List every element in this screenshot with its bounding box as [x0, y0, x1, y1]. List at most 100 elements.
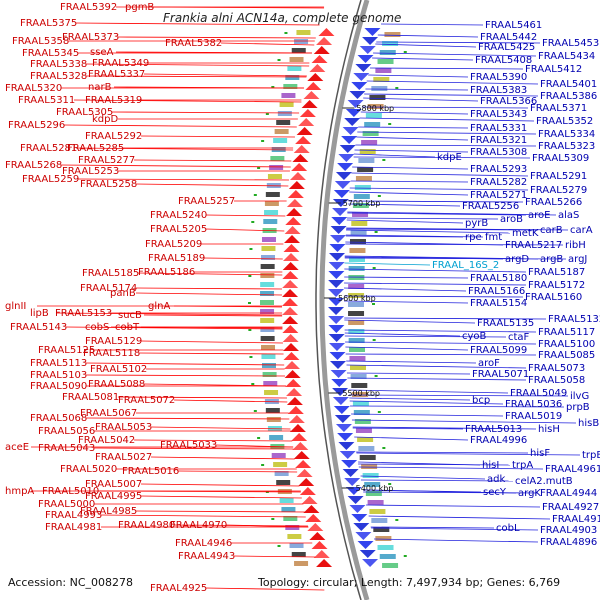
- right-connector: [354, 436, 469, 441]
- right-connector: [365, 88, 469, 91]
- right-connector: [344, 276, 469, 279]
- right-gene-label: FRAAL5172: [528, 280, 585, 291]
- gc-track-mark: [287, 534, 302, 539]
- skew-track-mark: [382, 563, 399, 568]
- skew-track-mark: [353, 410, 370, 415]
- gc-track-mark: [285, 75, 300, 80]
- right-gene-label: argB: [540, 254, 563, 265]
- left-connector: [85, 63, 310, 67]
- right-gene-label: FRAAL5334: [538, 129, 595, 140]
- reverse-gene-mark: [342, 127, 359, 135]
- rna-track-mark: [377, 411, 381, 413]
- right-gene-label: alaS: [558, 210, 579, 221]
- right-gene-label: carB: [540, 225, 563, 236]
- right-connector: [348, 394, 569, 397]
- skew-track-mark: [348, 293, 365, 298]
- left-connector: [93, 447, 294, 450]
- right-connector: [360, 475, 486, 480]
- right-gene-label: FRAAL5036: [505, 399, 562, 410]
- feature-tracks: [248, 28, 407, 568]
- left-gene-label: FRAAL5027: [95, 452, 152, 463]
- right-gene-label: FRAAL5408: [475, 55, 532, 66]
- gc-track-mark: [279, 102, 294, 107]
- tick-label: 5500 kbp: [342, 389, 380, 398]
- left-gene-label: FRAAL4946: [175, 538, 232, 549]
- forward-gene-mark: [296, 469, 313, 477]
- left-connector: [113, 86, 305, 89]
- reverse-gene-mark: [359, 46, 376, 54]
- reverse-gene-mark: [342, 469, 359, 477]
- left-connector: [117, 36, 316, 39]
- forward-gene-mark: [298, 118, 315, 126]
- left-gene-label: FRAAL5319: [85, 95, 142, 106]
- right-connector: [348, 203, 461, 207]
- skew-track-mark: [352, 212, 369, 217]
- left-connector: [60, 164, 291, 168]
- right-gene-label: FRAAL4996: [470, 435, 527, 446]
- right-gene-label: FRAAL5309: [532, 153, 589, 164]
- gc-track-mark: [260, 273, 275, 278]
- forward-gene-mark: [286, 388, 303, 396]
- forward-gene-mark: [303, 91, 320, 99]
- right-connector: [345, 235, 464, 238]
- forward-gene-mark: [292, 442, 309, 450]
- right-gene-label: cyoB: [462, 331, 487, 342]
- right-gene-label: FRAAL5071: [472, 369, 529, 380]
- forward-gene-mark: [305, 514, 322, 522]
- label-connectors: [31, 6, 581, 591]
- forward-gene-mark: [299, 487, 316, 495]
- gc-track-mark: [260, 264, 275, 269]
- left-gene-label: FRAAL5129: [85, 336, 142, 347]
- right-gene-label: FRAAL5166: [468, 286, 525, 297]
- reverse-gene-mark: [345, 109, 362, 117]
- forward-gene-mark: [283, 235, 300, 243]
- rna-track-mark: [248, 302, 251, 304]
- gc-track-mark: [261, 237, 276, 242]
- rna-track-mark: [277, 59, 281, 61]
- reverse-gene-mark: [337, 163, 354, 171]
- left-connector: [115, 51, 313, 54]
- reverse-gene-mark: [334, 415, 351, 423]
- left-gene-label: FRAAL5118: [83, 348, 140, 359]
- rna-track-mark: [257, 437, 261, 439]
- left-gene-label: FRAAL5375: [20, 18, 77, 29]
- right-gene-label: fmt: [485, 232, 502, 243]
- forward-gene-mark: [283, 361, 300, 369]
- gc-track-mark: [265, 408, 280, 413]
- reverse-gene-mark: [345, 487, 362, 495]
- skew-track-mark: [352, 401, 369, 406]
- reverse-gene-mark: [333, 406, 350, 414]
- right-gene-label: FRAAL5291: [530, 171, 587, 182]
- forward-gene-mark: [285, 217, 302, 225]
- rna-track-mark: [388, 483, 392, 485]
- right-gene-label: FRAAL5412: [525, 64, 582, 75]
- reverse-gene-mark: [331, 217, 348, 225]
- gc-track-mark: [263, 381, 278, 386]
- left-gene-label: FRAAL5373: [62, 32, 119, 43]
- right-connector: [354, 149, 469, 153]
- reverse-gene-mark: [328, 298, 344, 306]
- genome-backbone: [319, 0, 370, 600]
- left-connector: [150, 456, 295, 460]
- gc-track-mark: [261, 363, 276, 368]
- right-connector: [347, 212, 527, 216]
- reverse-gene-mark: [331, 379, 348, 387]
- forward-gene-mark: [296, 127, 313, 135]
- gc-track-mark: [291, 552, 306, 557]
- left-connector: [73, 99, 302, 103]
- gc-track-mark: [277, 111, 292, 116]
- skew-track-mark: [357, 167, 374, 172]
- skew-track-mark: [365, 113, 382, 118]
- right-connector: [351, 172, 529, 177]
- gc-track-mark: [263, 219, 278, 224]
- reverse-gene-mark: [353, 523, 370, 531]
- left-connector: [137, 272, 283, 276]
- right-gene-label: FRAAL5180: [470, 273, 527, 284]
- skew-track-mark: [361, 140, 378, 145]
- reverse-gene-mark: [329, 352, 346, 360]
- skew-track-mark: [359, 455, 376, 460]
- gc-track-mark: [273, 138, 288, 143]
- right-connector: [377, 34, 479, 38]
- left-connector: [63, 124, 297, 128]
- reverse-gene-mark: [362, 37, 379, 45]
